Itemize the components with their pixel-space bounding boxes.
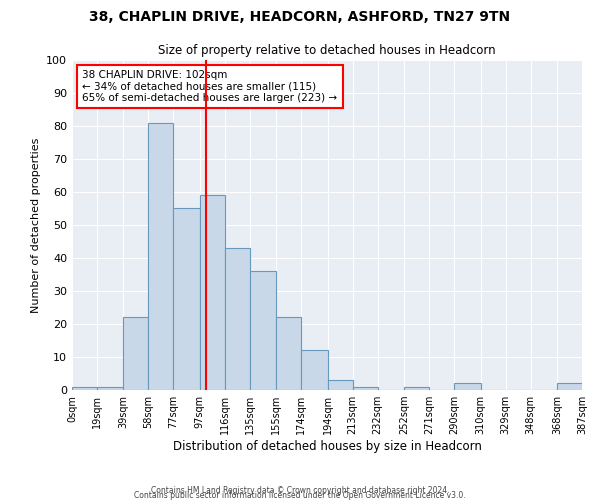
Bar	[301, 350, 328, 390]
Bar	[124, 318, 148, 390]
Text: 38, CHAPLIN DRIVE, HEADCORN, ASHFORD, TN27 9TN: 38, CHAPLIN DRIVE, HEADCORN, ASHFORD, TN…	[89, 10, 511, 24]
Bar	[72, 386, 97, 390]
Text: Contains HM Land Registry data © Crown copyright and database right 2024.: Contains HM Land Registry data © Crown c…	[151, 486, 449, 495]
Bar	[173, 208, 200, 390]
Bar	[276, 318, 301, 390]
Title: Size of property relative to detached houses in Headcorn: Size of property relative to detached ho…	[158, 44, 496, 58]
Bar	[557, 384, 582, 390]
Y-axis label: Number of detached properties: Number of detached properties	[31, 138, 41, 312]
Bar	[225, 248, 250, 390]
Bar	[328, 380, 353, 390]
Bar	[97, 386, 124, 390]
Bar	[148, 122, 173, 390]
Text: 38 CHAPLIN DRIVE: 102sqm
← 34% of detached houses are smaller (115)
65% of semi-: 38 CHAPLIN DRIVE: 102sqm ← 34% of detach…	[82, 70, 337, 103]
Bar	[404, 386, 429, 390]
Bar	[250, 271, 276, 390]
Bar	[454, 384, 481, 390]
Bar	[200, 196, 225, 390]
Text: Contains public sector information licensed under the Open Government Licence v3: Contains public sector information licen…	[134, 491, 466, 500]
X-axis label: Distribution of detached houses by size in Headcorn: Distribution of detached houses by size …	[173, 440, 481, 453]
Bar	[353, 386, 378, 390]
